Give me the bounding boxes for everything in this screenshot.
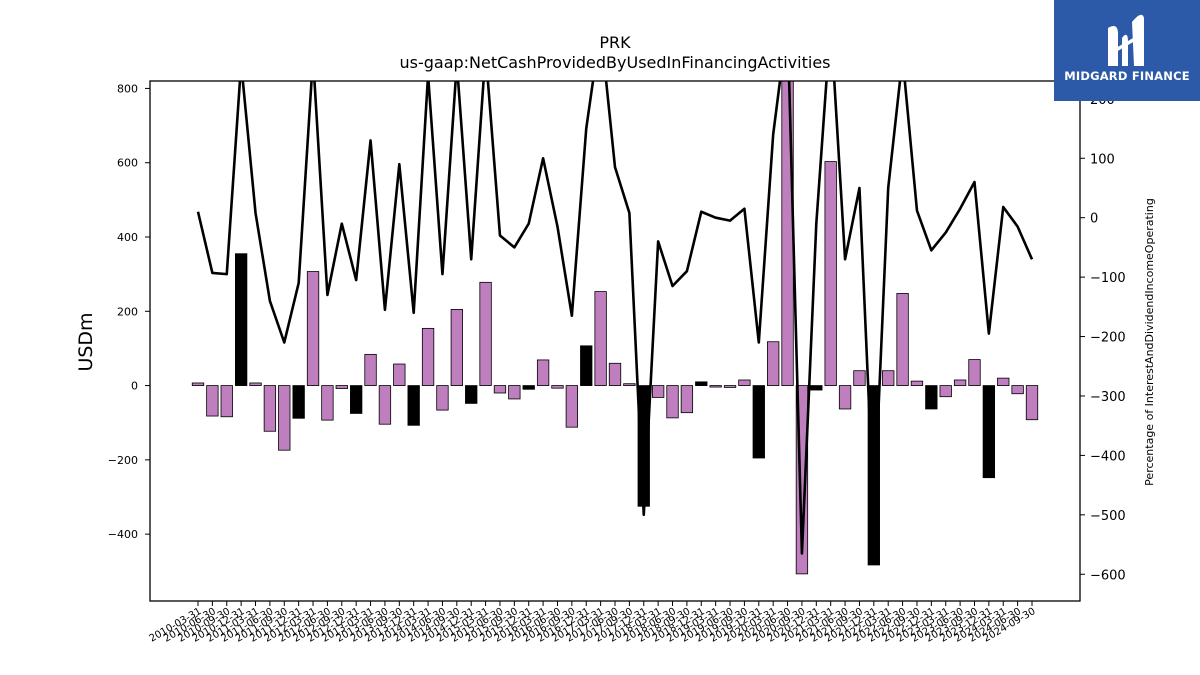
y-tick-label: −400 — [108, 528, 138, 541]
bar-2017-03-31 — [594, 291, 607, 386]
bar-2012-06-30 — [321, 385, 334, 421]
bar-2013-12-31 — [407, 385, 420, 426]
bar-2015-09-30 — [508, 385, 521, 400]
bar-2023-09-30 — [968, 359, 981, 386]
bar-2014-06-30 — [436, 385, 449, 411]
y2-tick-label: −500 — [1090, 509, 1126, 524]
bar-2023-03-31 — [939, 385, 952, 398]
bar-2011-09-30 — [278, 385, 291, 451]
bar-2015-12-31 — [522, 385, 535, 390]
bar-2013-09-30 — [393, 363, 406, 386]
bar-2018-09-30 — [680, 385, 694, 414]
bar-2016-06-30 — [551, 385, 564, 389]
y-tick-label: 200 — [117, 305, 138, 318]
y2-tick-label: 0 — [1090, 212, 1098, 227]
bar-2011-03-31 — [249, 382, 262, 386]
bar-2019-06-30 — [723, 385, 737, 388]
bar-2017-09-30 — [623, 383, 636, 386]
bar-2022-12-31 — [925, 385, 938, 410]
bar-2016-12-31 — [580, 345, 593, 386]
bar-2018-06-30 — [666, 385, 679, 419]
bar-2015-06-30 — [493, 385, 507, 394]
logo: MIDGARD FINANCE — [1054, 0, 1200, 101]
bar-2016-03-31 — [536, 359, 550, 386]
chart-title: PRK — [599, 33, 631, 52]
y-tick-label: 600 — [117, 157, 138, 170]
bar-2020-12-31 — [810, 385, 823, 391]
bar-2023-12-31 — [982, 385, 996, 479]
bar-2014-12-31 — [465, 385, 478, 404]
chart-subtitle: us-gaap:NetCashProvidedByUsedInFinancing… — [399, 53, 830, 72]
y-axis-label: USDm — [75, 312, 97, 371]
bar-2010-12-31 — [234, 253, 248, 386]
bar-2019-12-31 — [752, 385, 765, 459]
bar-2021-12-31 — [867, 385, 880, 566]
bar-2020-03-31 — [767, 341, 780, 386]
bar-2021-06-30 — [838, 385, 852, 410]
bar-2011-12-31 — [292, 385, 305, 419]
bar-2018-12-31 — [695, 381, 708, 386]
bar-2024-03-31 — [997, 377, 1010, 386]
bar-2019-09-30 — [738, 379, 751, 386]
bar-2012-03-31 — [306, 271, 320, 386]
bar-2010-03-31 — [191, 382, 205, 386]
y2-tick-label: 100 — [1090, 152, 1115, 167]
bar-2024-06-30 — [1011, 385, 1024, 395]
y-tick-label: 400 — [117, 231, 138, 244]
bar-2015-03-31 — [479, 281, 492, 386]
bar-2022-03-31 — [882, 370, 895, 386]
bar-2023-06-30 — [953, 379, 967, 386]
y2-tick-label: −600 — [1090, 568, 1126, 583]
y2-tick-label: −100 — [1090, 271, 1126, 286]
percentage-line — [196, 81, 1034, 555]
bar-2021-03-31 — [824, 161, 837, 386]
bar-2012-09-30 — [335, 385, 348, 389]
y-tick-label: −200 — [108, 454, 138, 467]
y-tick-label: 800 — [117, 82, 138, 95]
bar-2010-09-30 — [220, 385, 233, 418]
plot-area: −400 −200 0 200 400 600 800 −600 −500 −400 −300 −20… — [108, 80, 1126, 645]
bar-2024-09-30 — [1025, 385, 1039, 421]
logo-mark-icon — [1108, 14, 1144, 66]
bar-2020-09-30 — [795, 385, 809, 575]
bar-2017-06-30 — [608, 362, 622, 386]
bar-2021-09-30 — [853, 370, 866, 386]
bar-2011-06-30 — [263, 385, 277, 432]
y2-axis-label: Percentage of InterestAndDividendIncomeO… — [1143, 198, 1156, 486]
bar-2019-03-31 — [709, 385, 722, 388]
y2-tick-label: −200 — [1090, 331, 1126, 346]
logo-text: MIDGARD FINANCE — [1064, 69, 1190, 83]
bar-2018-03-31 — [651, 385, 665, 398]
bar-2022-06-30 — [896, 293, 909, 386]
bar-2010-06-30 — [206, 385, 219, 417]
bar-2022-09-30 — [910, 380, 924, 386]
bar-2013-03-31 — [364, 353, 377, 386]
bar-2014-03-31 — [421, 327, 435, 386]
bar-2014-09-30 — [450, 309, 463, 386]
bar-2012-12-31 — [350, 385, 363, 414]
bar-2016-09-30 — [565, 385, 579, 428]
y-tick-label: 0 — [131, 380, 138, 393]
y2-tick-label: −300 — [1090, 390, 1126, 405]
bar-2013-06-30 — [378, 385, 392, 425]
y2-tick-label: −400 — [1090, 449, 1126, 464]
